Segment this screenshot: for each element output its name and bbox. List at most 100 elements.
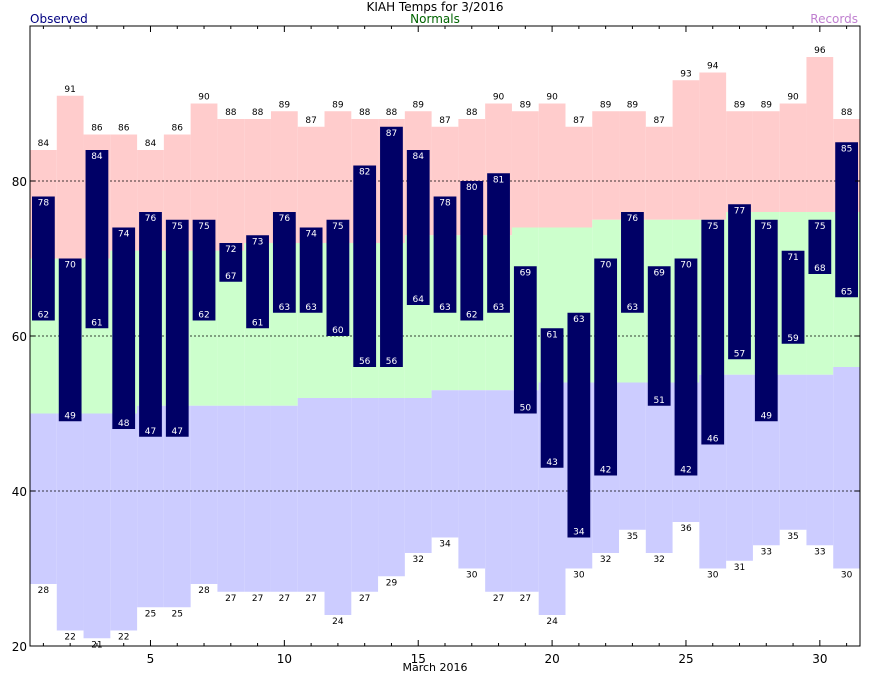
observed-bar [380, 126, 403, 367]
observed-low-label: 61 [252, 318, 263, 328]
record-high-label: 84 [145, 139, 157, 149]
observed-low-label: 67 [225, 272, 236, 282]
observed-low-label: 62 [198, 311, 209, 321]
record-high-label: 89 [332, 100, 344, 110]
record-high-label: 88 [225, 108, 237, 118]
observed-bar [192, 219, 216, 321]
record-low-band [404, 398, 432, 553]
legend-records: Records [810, 12, 858, 26]
observed-bar [32, 196, 55, 321]
observed-low-label: 43 [546, 458, 557, 468]
observed-high-label: 87 [386, 129, 397, 139]
observed-high-label: 81 [493, 175, 504, 185]
observed-high-label: 74 [118, 230, 130, 240]
record-low-band [619, 382, 646, 530]
observed-low-label: 59 [787, 334, 799, 344]
record-high-band [619, 111, 646, 220]
record-low-band [726, 374, 753, 561]
record-high-label: 94 [707, 62, 719, 72]
observed-low-label: 49 [64, 411, 76, 421]
observed-bar [513, 266, 537, 414]
record-high-band [297, 126, 325, 243]
observed-high-label: 74 [305, 230, 317, 240]
observed-low-label: 61 [91, 318, 102, 328]
observed-bar [112, 227, 136, 429]
record-low-band [110, 413, 138, 631]
observed-high-label: 82 [359, 168, 370, 178]
record-high-band [56, 95, 84, 259]
record-high-band [699, 72, 727, 220]
observed-high-label: 80 [466, 183, 478, 193]
observed-high-label: 70 [64, 261, 76, 271]
record-high-label: 90 [546, 93, 558, 103]
observed-high-label: 75 [198, 222, 209, 232]
record-high-band [217, 119, 245, 251]
observed-high-label: 78 [38, 199, 50, 209]
record-low-band [190, 405, 218, 584]
record-low-band [806, 374, 834, 546]
record-high-band [752, 111, 780, 212]
observed-bar [272, 212, 296, 313]
observed-high-label: 69 [520, 268, 532, 278]
observed-bar [540, 328, 564, 468]
record-low-label: 27 [493, 594, 504, 604]
record-low-label: 32 [600, 555, 611, 565]
record-low-label: 31 [734, 563, 745, 573]
x-axis-label: March 2016 [402, 661, 468, 674]
record-low-band [645, 382, 673, 553]
legend-normals: Normals [410, 12, 460, 26]
observed-bar [326, 219, 350, 336]
y-tick-label: 40 [12, 485, 27, 499]
record-high-label: 88 [252, 108, 264, 118]
observed-bar [701, 219, 725, 445]
record-low-label: 27 [252, 594, 263, 604]
record-low-label: 25 [145, 609, 156, 619]
observed-bar [487, 173, 510, 313]
observed-low-label: 42 [600, 466, 611, 476]
observed-low-label: 51 [653, 396, 664, 406]
x-tick-label: 15 [411, 652, 426, 666]
observed-high-label: 84 [412, 152, 424, 162]
observed-low-label: 48 [118, 419, 130, 429]
observed-low-label: 46 [707, 435, 719, 445]
record-low-label: 30 [841, 571, 853, 581]
observed-low-label: 62 [38, 311, 49, 321]
observed-low-label: 62 [466, 311, 477, 321]
observed-low-label: 42 [680, 466, 691, 476]
record-high-label: 87 [305, 116, 316, 126]
record-low-label: 30 [573, 571, 585, 581]
record-high-label: 88 [466, 108, 478, 118]
record-low-label: 27 [520, 594, 531, 604]
observed-low-label: 34 [573, 528, 585, 538]
record-high-band [592, 111, 620, 220]
record-low-label: 27 [359, 594, 370, 604]
record-high-label: 93 [680, 69, 691, 79]
observed-bar [246, 235, 269, 329]
observed-low-label: 56 [359, 357, 371, 367]
record-low-label: 33 [814, 547, 825, 557]
record-low-label: 35 [787, 532, 798, 542]
record-high-label: 88 [359, 108, 371, 118]
record-high-label: 90 [198, 93, 210, 103]
record-low-label: 25 [172, 609, 183, 619]
record-labels: 8428912286218622842586259028882788278927… [38, 46, 853, 650]
observed-high-label: 75 [172, 222, 183, 232]
record-high-label: 86 [172, 124, 184, 134]
record-high-label: 89 [412, 100, 424, 110]
observed-bar [621, 212, 644, 313]
record-low-label: 33 [761, 547, 772, 557]
record-low-label: 32 [412, 555, 423, 565]
observed-high-label: 75 [707, 222, 718, 232]
observed-bar [353, 165, 377, 367]
observed-high-label: 75 [814, 222, 825, 232]
observed-high-label: 76 [279, 214, 291, 224]
record-high-label: 89 [520, 100, 532, 110]
record-high-label: 88 [841, 108, 853, 118]
record-low-band [833, 367, 860, 569]
observed-bar [808, 219, 832, 274]
observed-bar [165, 219, 189, 437]
legend-observed: Observed [30, 12, 88, 26]
observed-low-label: 49 [761, 411, 773, 421]
record-low-band [137, 405, 164, 608]
x-tick-label: 30 [812, 652, 827, 666]
